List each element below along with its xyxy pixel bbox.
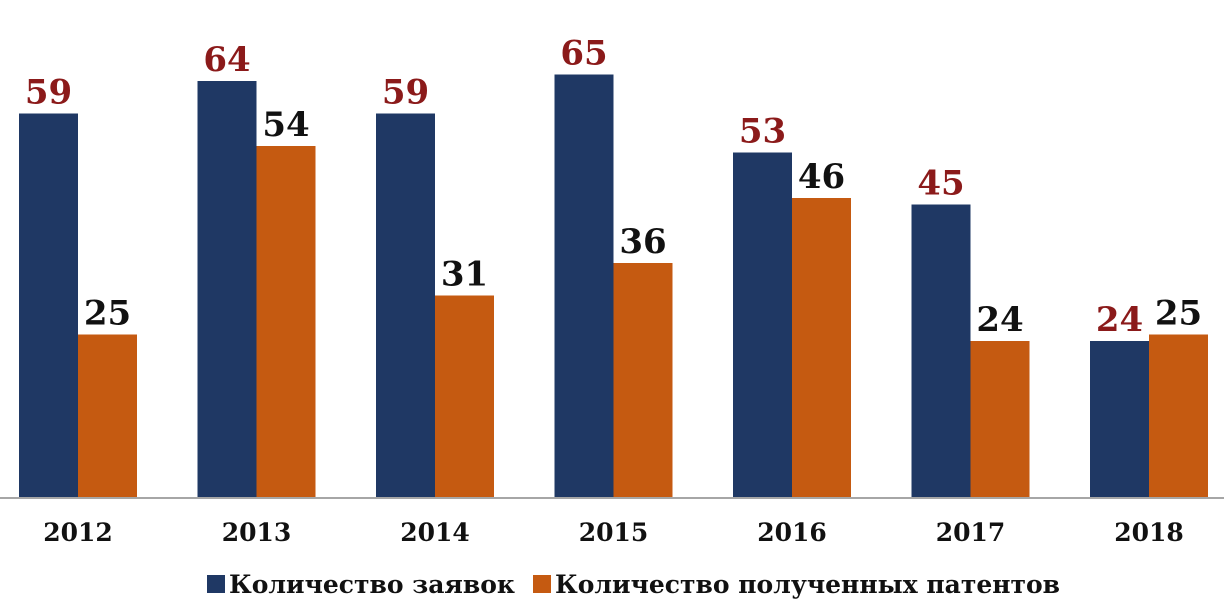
bar-applications-2012 bbox=[19, 113, 78, 497]
bar-patents-2014 bbox=[435, 295, 494, 497]
data-label-patents-2012: 25 bbox=[84, 294, 131, 334]
bar-applications-2017 bbox=[911, 204, 971, 497]
x-tick-label-2013: 2013 bbox=[222, 518, 292, 547]
bar-patents-2016 bbox=[792, 198, 851, 497]
data-label-applications-2014: 59 bbox=[382, 73, 429, 113]
bar-patents-2012 bbox=[78, 334, 137, 497]
data-label-applications-2018: 24 bbox=[1096, 300, 1143, 340]
data-label-applications-2013: 64 bbox=[203, 40, 250, 80]
data-label-patents-2014: 31 bbox=[441, 255, 488, 295]
data-label-applications-2012: 59 bbox=[25, 73, 72, 113]
legend-item-patents: Количество полученных патентов bbox=[533, 570, 1060, 599]
bar-patents-2018 bbox=[1149, 334, 1208, 497]
legend-item-patents-label: Количество полученных патентов bbox=[555, 570, 1060, 599]
bar-applications-2015 bbox=[554, 74, 614, 497]
data-label-applications-2017: 45 bbox=[917, 164, 964, 204]
x-tick-label-2014: 2014 bbox=[400, 518, 470, 547]
bar-patents-2013 bbox=[256, 146, 316, 497]
legend-item-patents-swatch bbox=[533, 575, 551, 593]
data-label-patents-2013: 54 bbox=[262, 105, 309, 145]
bar-patents-2015 bbox=[613, 263, 673, 497]
data-label-patents-2017: 24 bbox=[976, 300, 1023, 340]
data-label-patents-2016: 46 bbox=[798, 157, 845, 197]
x-tick-labels-layer: 2012 2013 2014 2015 2016 2017 2018 bbox=[43, 518, 1184, 547]
bars-layer bbox=[19, 74, 1208, 497]
bar-applications-2013 bbox=[197, 81, 257, 497]
bar-patents-2017 bbox=[970, 341, 1030, 497]
bar-applications-2014 bbox=[376, 113, 435, 497]
bar-applications-2018 bbox=[1090, 341, 1149, 497]
legend-item-applications-swatch bbox=[207, 575, 225, 593]
legend-item-applications: Количество заявок bbox=[207, 570, 515, 599]
legend-item-applications-label: Количество заявок bbox=[229, 570, 515, 599]
data-label-applications-2015: 65 bbox=[560, 34, 607, 74]
data-labels-layer: 59 25 64 54 59 31 65 36 53 46 45 24 24 25 bbox=[25, 34, 1202, 341]
data-label-patents-2018: 25 bbox=[1155, 294, 1202, 334]
x-tick-label-2015: 2015 bbox=[579, 518, 649, 547]
x-tick-label-2012: 2012 bbox=[43, 518, 113, 547]
data-label-applications-2016: 53 bbox=[739, 112, 786, 152]
x-tick-label-2018: 2018 bbox=[1114, 518, 1184, 547]
x-tick-label-2016: 2016 bbox=[757, 518, 827, 547]
data-label-patents-2015: 36 bbox=[619, 222, 666, 262]
legend: Количество заявок Количество полученных п… bbox=[207, 570, 1060, 599]
bar-applications-2016 bbox=[733, 152, 792, 497]
x-tick-label-2017: 2017 bbox=[936, 518, 1006, 547]
